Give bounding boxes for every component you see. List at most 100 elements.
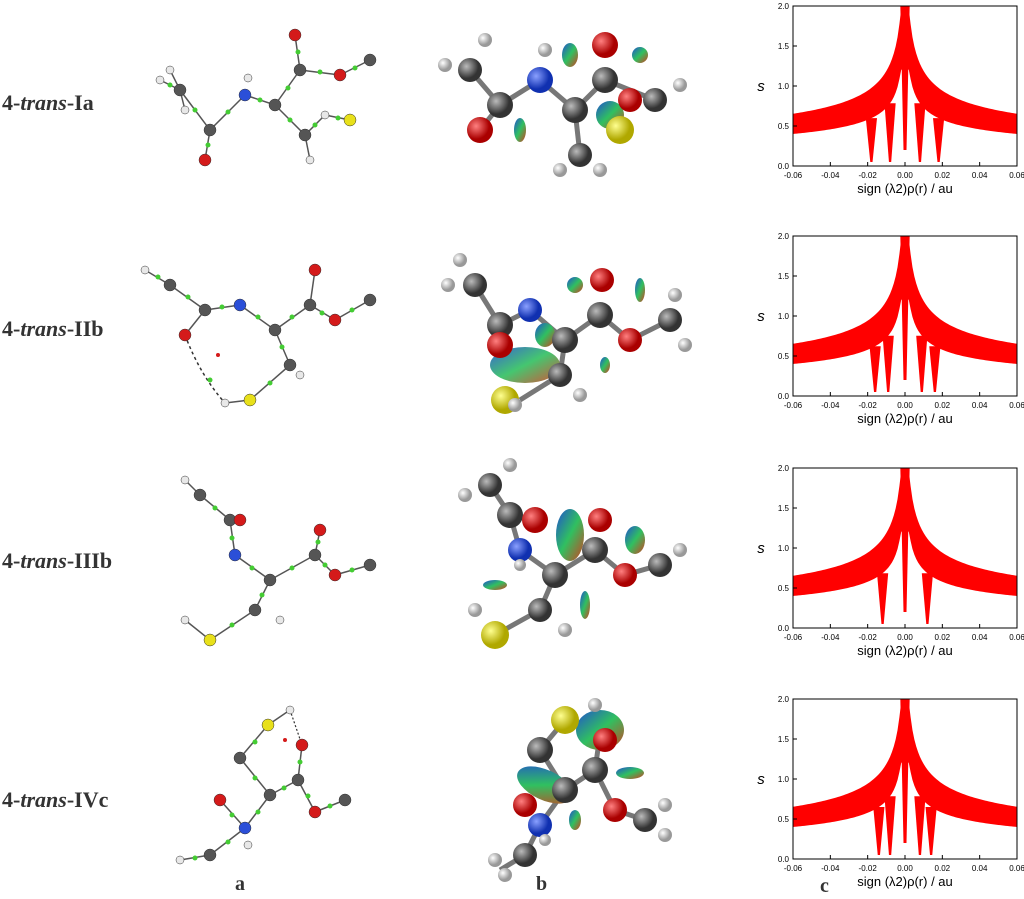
y-axis-label: s	[757, 78, 765, 95]
x-tick-label: 0.00	[897, 864, 913, 873]
rdg-spike	[882, 335, 894, 392]
y-tick-label: 0.5	[778, 815, 790, 824]
rdg-spike	[921, 573, 933, 624]
x-tick-label: -0.02	[859, 633, 878, 642]
rdg-data-points	[793, 6, 1017, 162]
y-tick-label: 1.0	[778, 544, 790, 553]
rdg-band	[793, 470, 1017, 596]
rdg-spike	[865, 118, 877, 162]
x-tick-label: -0.06	[784, 633, 803, 642]
y-tick-label: 0.0	[778, 392, 790, 401]
y-tick-label: 0.5	[778, 584, 790, 593]
x-tick-label: -0.04	[821, 401, 840, 410]
rdg-spike	[925, 806, 937, 855]
x-tick-label: 0.06	[1009, 401, 1024, 410]
y-tick-label: 0.5	[778, 122, 790, 131]
x-tick-label: -0.04	[821, 171, 840, 180]
y-tick-label: 1.5	[778, 504, 790, 513]
x-tick-label: -0.02	[859, 171, 878, 180]
rdg-data-points	[793, 236, 1017, 392]
rdg-data-points	[793, 468, 1017, 624]
rdg-plot-4: -0.06 -0.04 -0.02 0.00 0.02 0.04 0.06 0.0 0.5 1.0…	[757, 695, 1024, 889]
y-tick-label: 2.0	[778, 464, 790, 473]
rdg-spike	[914, 103, 926, 162]
rdg-band	[793, 701, 1017, 827]
y-tick-label: 1.5	[778, 42, 790, 51]
rdg-spike	[884, 103, 896, 162]
rdg-plot-1: -0.06 -0.04 -0.02 0.00 0.02 0.04 0.06 0.0 0.5 1.0…	[757, 2, 1024, 196]
x-tick-label: 0.04	[972, 171, 988, 180]
y-tick-label: 2.0	[778, 695, 790, 704]
molecular-graph-2	[140, 263, 377, 408]
rdg-data-points	[793, 699, 1017, 855]
x-tick-label: 0.02	[935, 864, 951, 873]
molecular-graph-4	[175, 705, 352, 865]
rdg-band	[793, 238, 1017, 364]
x-tick-label: 0.04	[972, 864, 988, 873]
nci-isosurface-3	[458, 458, 687, 649]
row-label-4: 4-trans-IVc	[2, 787, 109, 812]
x-tick-label: 0.02	[935, 171, 951, 180]
column-label-b: b	[536, 873, 548, 895]
x-tick-label: 0.00	[897, 171, 913, 180]
rdg-spike	[914, 796, 926, 855]
y-tick-label: 1.5	[778, 272, 790, 281]
rdg-spike	[929, 346, 941, 392]
molecular-graph-1	[155, 28, 377, 167]
rdg-plot-2: -0.06 -0.04 -0.02 0.00 0.02 0.04 0.06 0.0 0.5 1.0…	[757, 232, 1024, 426]
y-axis-label: s	[757, 540, 765, 557]
column-label-a: a	[235, 873, 245, 895]
nci-isosurface-2	[441, 253, 692, 414]
nci-isosurface-4	[488, 698, 672, 882]
y-tick-label: 0.0	[778, 624, 790, 633]
x-tick-label: 0.04	[972, 401, 988, 410]
x-tick-label: -0.04	[821, 864, 840, 873]
rdg-spike-center	[900, 6, 910, 150]
rdg-spike	[873, 806, 885, 855]
x-tick-label: 0.06	[1009, 864, 1024, 873]
row-label-2: 4-trans-IIb	[2, 316, 104, 341]
y-tick-label: 1.5	[778, 735, 790, 744]
rdg-spike-center	[900, 699, 910, 843]
x-tick-label: -0.04	[821, 633, 840, 642]
y-tick-label: 1.0	[778, 312, 790, 321]
rdg-spike-center	[900, 236, 910, 380]
y-tick-label: 2.0	[778, 2, 790, 11]
x-tick-label: 0.06	[1009, 171, 1024, 180]
rdg-spike	[933, 118, 945, 162]
y-tick-label: 1.0	[778, 82, 790, 91]
molecular-graph-3	[180, 475, 377, 647]
nci-isosurface-1	[438, 32, 687, 177]
x-axis-label: sign (λ2)ρ(r) / au	[857, 874, 953, 889]
y-axis-label: s	[757, 308, 765, 325]
rdg-spike-center	[900, 468, 910, 612]
y-tick-label: 0.0	[778, 855, 790, 864]
x-tick-label: 0.00	[897, 401, 913, 410]
rdg-spike	[877, 573, 889, 624]
x-axis-label: sign (λ2)ρ(r) / au	[857, 643, 953, 658]
rdg-spike	[916, 335, 928, 392]
y-axis-label: s	[757, 771, 765, 788]
row-label-1: 4-trans-Ia	[2, 90, 94, 115]
x-axis-label: sign (λ2)ρ(r) / au	[857, 181, 953, 196]
rdg-band	[793, 8, 1017, 134]
x-tick-label: -0.02	[859, 864, 878, 873]
x-tick-label: -0.06	[784, 864, 803, 873]
rdg-spike	[884, 796, 896, 855]
x-tick-label: -0.06	[784, 171, 803, 180]
y-tick-label: 1.0	[778, 775, 790, 784]
y-tick-label: 2.0	[778, 232, 790, 241]
column-label-c: c	[820, 875, 829, 897]
y-tick-label: 0.5	[778, 352, 790, 361]
row-label-3: 4-trans-IIIb	[2, 548, 113, 573]
rdg-spike	[869, 346, 881, 392]
x-tick-label: 0.00	[897, 633, 913, 642]
x-tick-label: 0.02	[935, 633, 951, 642]
x-tick-label: 0.04	[972, 633, 988, 642]
rdg-plot-3: -0.06 -0.04 -0.02 0.00 0.02 0.04 0.06 0.0 0.5 1.0…	[757, 464, 1024, 658]
x-tick-label: 0.06	[1009, 633, 1024, 642]
y-tick-label: 0.0	[778, 162, 790, 171]
x-tick-label: -0.06	[784, 401, 803, 410]
x-tick-label: -0.02	[859, 401, 878, 410]
x-axis-label: sign (λ2)ρ(r) / au	[857, 411, 953, 426]
